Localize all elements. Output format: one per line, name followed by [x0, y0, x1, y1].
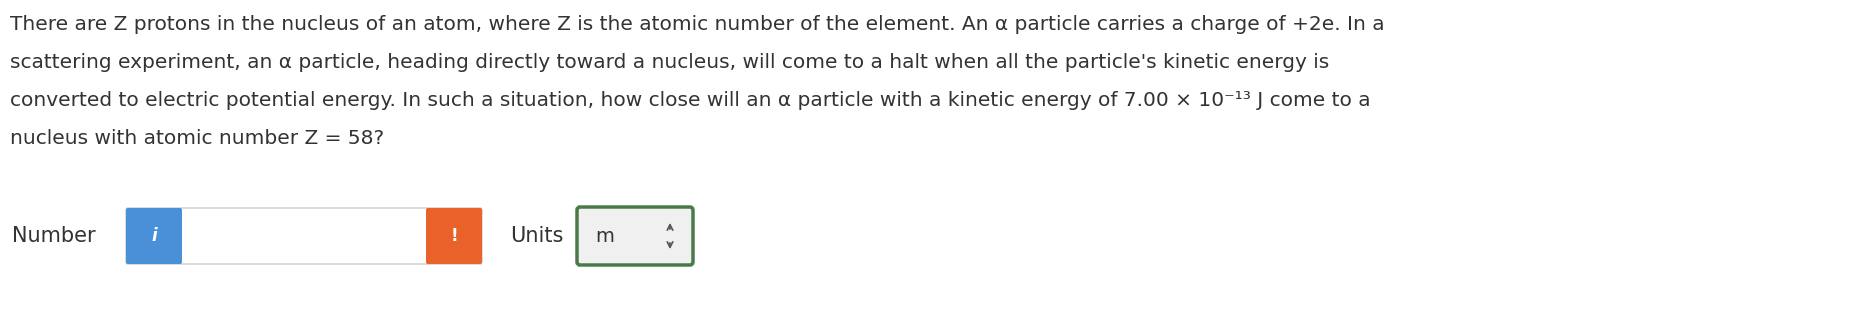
Text: i: i	[150, 227, 158, 245]
Text: m: m	[595, 226, 614, 245]
Text: There are Z protons in the nucleus of an atom, where Z is the atomic number of t: There are Z protons in the nucleus of an…	[9, 15, 1384, 34]
Text: Number: Number	[11, 226, 96, 246]
FancyBboxPatch shape	[126, 208, 182, 264]
Text: scattering experiment, an α particle, heading directly toward a nucleus, will co: scattering experiment, an α particle, he…	[9, 53, 1328, 72]
Text: !: !	[451, 227, 458, 245]
FancyBboxPatch shape	[577, 207, 692, 265]
FancyBboxPatch shape	[126, 208, 482, 264]
Text: Units: Units	[510, 226, 564, 246]
Text: nucleus with atomic number Z = 58?: nucleus with atomic number Z = 58?	[9, 129, 384, 148]
FancyBboxPatch shape	[427, 208, 482, 264]
Text: converted to electric potential energy. In such a situation, how close will an α: converted to electric potential energy. …	[9, 91, 1369, 110]
